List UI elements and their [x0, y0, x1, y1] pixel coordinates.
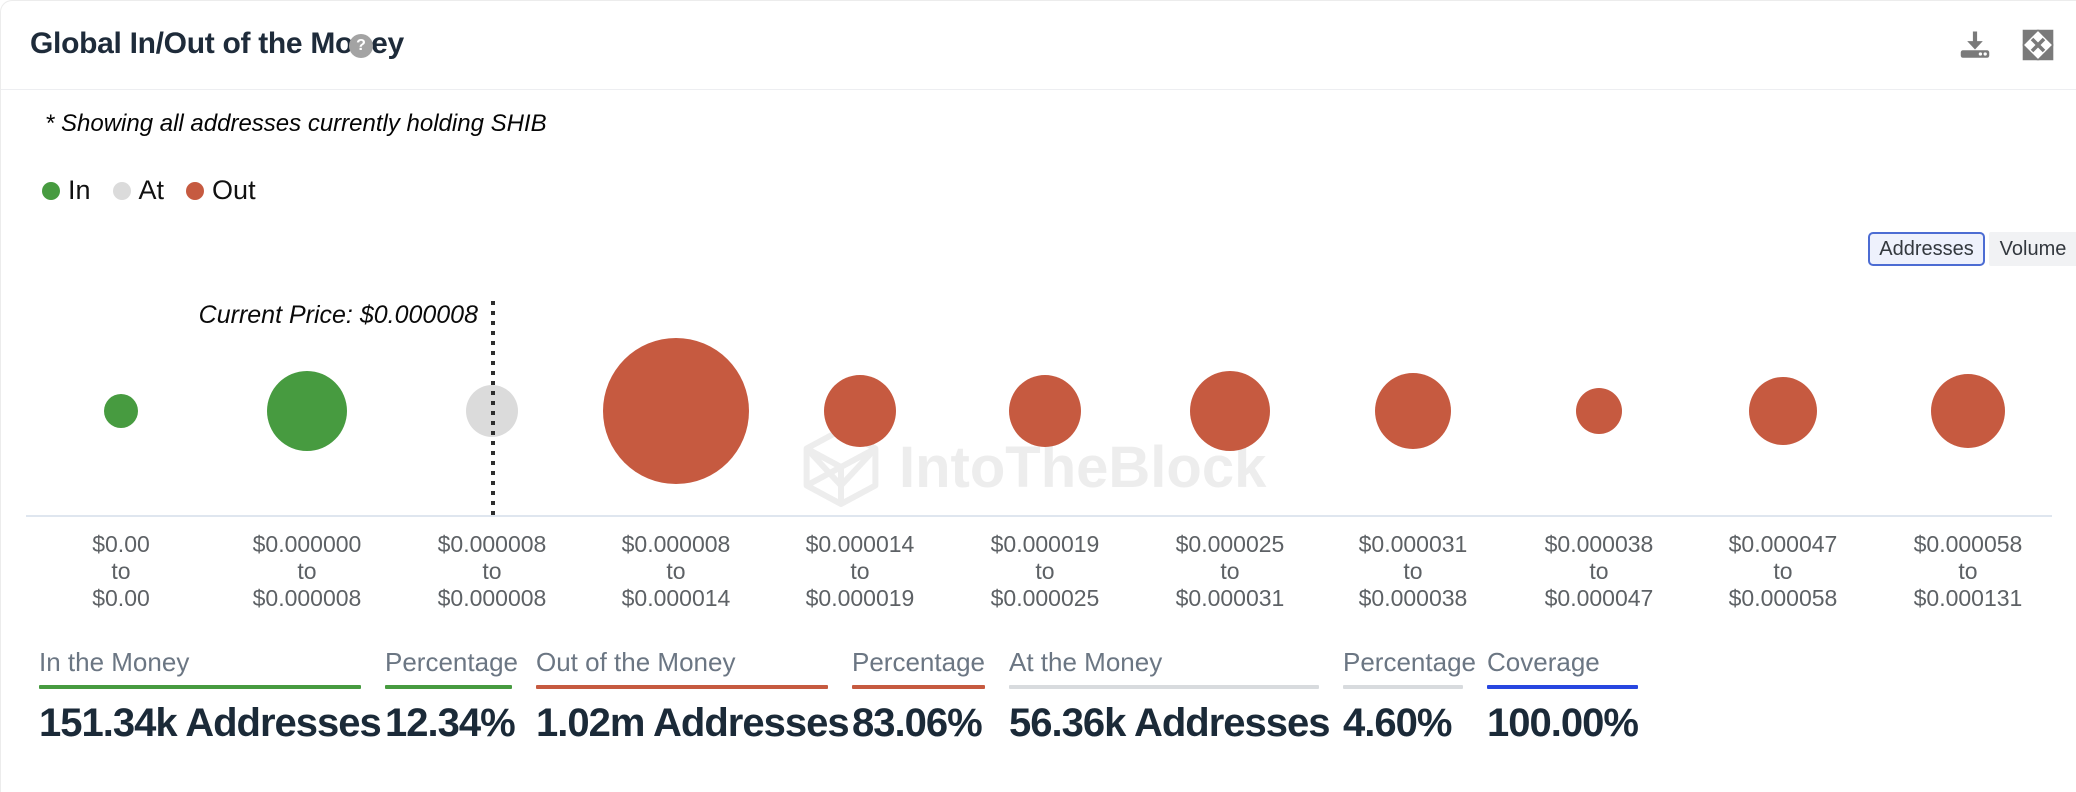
stat-label: Percentage: [852, 647, 985, 677]
stat-value: 4.60%: [1343, 701, 1452, 745]
x-axis-label: $0.000025 to $0.000031: [1175, 531, 1285, 611]
x-axis-label: $0.00 to $0.00: [92, 531, 150, 611]
stats-row: In the Money 151.34k Addresses Percentage 1…: [1, 647, 2076, 792]
stat-percentage: Percentage 4.60%: [1343, 647, 1476, 767]
chart-note: * Showing all addresses currently holdin…: [45, 110, 547, 137]
stat-underline: [536, 685, 828, 689]
current-price-line: [491, 301, 495, 516]
stat-coverage: Coverage 100.00%: [1487, 647, 1639, 767]
bubble-in[interactable]: [267, 371, 347, 451]
stat-label: Percentage: [385, 647, 518, 677]
x-axis-label: $0.000038 to $0.000047: [1544, 531, 1654, 611]
intotheblock-logo-icon: [803, 426, 879, 508]
stat-underline: [385, 685, 512, 689]
stat-percentage: Percentage 12.34%: [385, 647, 518, 767]
bubble-in[interactable]: [104, 394, 138, 428]
legend-label: Out: [212, 175, 256, 205]
legend-item-in[interactable]: In: [42, 175, 91, 206]
toggle-volume-button[interactable]: Volume: [1989, 232, 2076, 266]
legend-dot-icon: [186, 181, 205, 200]
watermark-text: IntoTheBlock: [899, 434, 1267, 500]
stat-label: At the Money: [1009, 647, 1163, 677]
x-axis-label: $0.000058 to $0.000131: [1913, 531, 2023, 611]
stat-value: 1.02m Addresses: [536, 701, 850, 745]
stat-value: 151.34k Addresses: [39, 701, 382, 745]
chart-title: Global In/Out of the Money: [30, 27, 404, 60]
help-icon[interactable]: ?: [349, 34, 373, 58]
stat-at-the-money: At the Money 56.36k Addresses: [1009, 647, 1331, 767]
legend-dot-icon: [42, 181, 60, 200]
x-axis-label: $0.000008 to $0.000014: [621, 531, 731, 611]
stat-value: 83.06%: [852, 701, 983, 745]
legend-dot-icon: [112, 181, 131, 200]
x-axis-label: $0.000014 to $0.000019: [805, 531, 915, 611]
stat-underline: [1009, 685, 1319, 689]
stat-label: Percentage: [1343, 647, 1476, 677]
x-axis-label: $0.000031 to $0.000038: [1358, 531, 1468, 611]
legend-item-out[interactable]: Out: [186, 175, 256, 206]
bubble-out[interactable]: [824, 375, 896, 447]
download-icon[interactable]: [1957, 27, 1993, 63]
stat-underline: [1343, 685, 1463, 689]
stat-in-the-money: In the Money 151.34k Addresses: [39, 647, 382, 767]
stat-percentage: Percentage 83.06%: [852, 647, 985, 767]
bubble-out[interactable]: [603, 338, 749, 484]
stat-label: In the Money: [39, 647, 190, 677]
fullscreen-icon[interactable]: [2020, 27, 2056, 63]
stat-value: 56.36k Addresses: [1009, 701, 1331, 745]
x-axis-line: [26, 515, 2052, 517]
current-price-label: Current Price: $0.000008: [198, 301, 478, 329]
bubble-out[interactable]: [1576, 388, 1622, 434]
stat-value: 100.00%: [1487, 701, 1639, 745]
stat-underline: [39, 685, 361, 689]
stat-label: Coverage: [1487, 647, 1600, 677]
x-axis-label: $0.000008 to $0.000008: [437, 531, 547, 611]
header: Global In/Out of the Money ?: [1, 1, 2076, 90]
toggle-addresses-button[interactable]: Addresses: [1868, 232, 1985, 266]
x-axis-label: $0.000019 to $0.000025: [990, 531, 1100, 611]
stat-value: 12.34%: [385, 701, 516, 745]
legend-item-at[interactable]: At: [112, 175, 165, 206]
stat-underline: [852, 685, 985, 689]
stat-underline: [1487, 685, 1638, 689]
bubble-out[interactable]: [1931, 374, 2005, 448]
watermark: IntoTheBlock: [801, 425, 1266, 509]
stat-out-of-the-money: Out of the Money 1.02m Addresses: [536, 647, 850, 767]
x-axis-label: $0.000000 to $0.000008: [252, 531, 362, 611]
x-axis-label: $0.000047 to $0.000058: [1728, 531, 1838, 611]
bubble-out[interactable]: [1375, 373, 1451, 449]
legend-label: In: [68, 175, 91, 205]
legend-label: At: [138, 175, 165, 205]
bubble-out[interactable]: [1749, 377, 1817, 445]
bubble-out[interactable]: [1009, 375, 1081, 447]
stat-label: Out of the Money: [536, 647, 736, 677]
bubble-out[interactable]: [1190, 371, 1270, 451]
legend: In At Out: [42, 175, 256, 206]
